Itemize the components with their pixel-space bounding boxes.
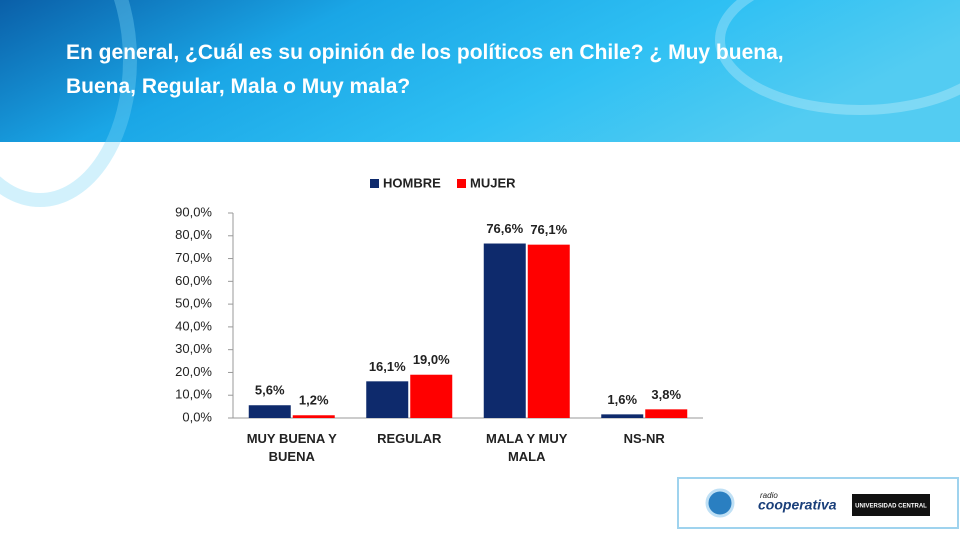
y-tick-label: 50,0%: [175, 296, 212, 311]
bar: [292, 415, 335, 418]
data-label: 76,6%: [486, 221, 523, 236]
bar: [601, 414, 644, 418]
title: En general, ¿Cuál es su opinión de los p…: [66, 41, 784, 98]
bar: [483, 243, 526, 418]
y-tick-label: 80,0%: [175, 227, 212, 242]
x-tick-label: REGULAR: [377, 431, 442, 446]
data-label: 19,0%: [413, 352, 450, 367]
legend-label: MUJER: [470, 175, 516, 190]
data-label: 1,2%: [299, 393, 329, 408]
y-tick-label: 60,0%: [175, 273, 212, 288]
y-tick-label: 90,0%: [175, 204, 212, 219]
y-tick-label: 10,0%: [175, 387, 212, 402]
data-label: 16,1%: [369, 359, 406, 374]
logo-text: radio: [760, 491, 778, 500]
bar: [366, 381, 409, 418]
y-tick-label: 30,0%: [175, 341, 212, 356]
y-tick-label: 0,0%: [182, 409, 212, 424]
y-tick-label: 70,0%: [175, 250, 212, 265]
decor: [0, 0, 137, 207]
legend-label: HOMBRE: [383, 175, 441, 190]
data-label: 5,6%: [255, 383, 285, 398]
data-label: 1,6%: [607, 392, 637, 407]
x-tick-label: NS-NR: [623, 431, 665, 446]
bar: [248, 405, 291, 418]
logo-globe: [705, 488, 735, 518]
decor: [715, 0, 960, 115]
header-banner: [0, 0, 960, 142]
y-tick-label: 20,0%: [175, 364, 212, 379]
logo-university: [852, 494, 930, 516]
legend-swatch: [457, 179, 466, 188]
data-label: 76,1%: [530, 222, 567, 237]
bar: [645, 409, 688, 418]
x-tick-label: MALA Y MUY MALA: [486, 431, 568, 464]
legend-swatch: [370, 179, 379, 188]
y-tick-label: 40,0%: [175, 318, 212, 333]
logo-text: UNIVERSIDAD CENTRAL: [855, 504, 927, 510]
bar: [527, 244, 570, 418]
bar: [410, 374, 453, 418]
data-label: 3,8%: [651, 387, 681, 402]
logo-text: cooperativa: [758, 497, 837, 513]
x-tick-label: MUY BUENA Y BUENA: [246, 431, 337, 464]
